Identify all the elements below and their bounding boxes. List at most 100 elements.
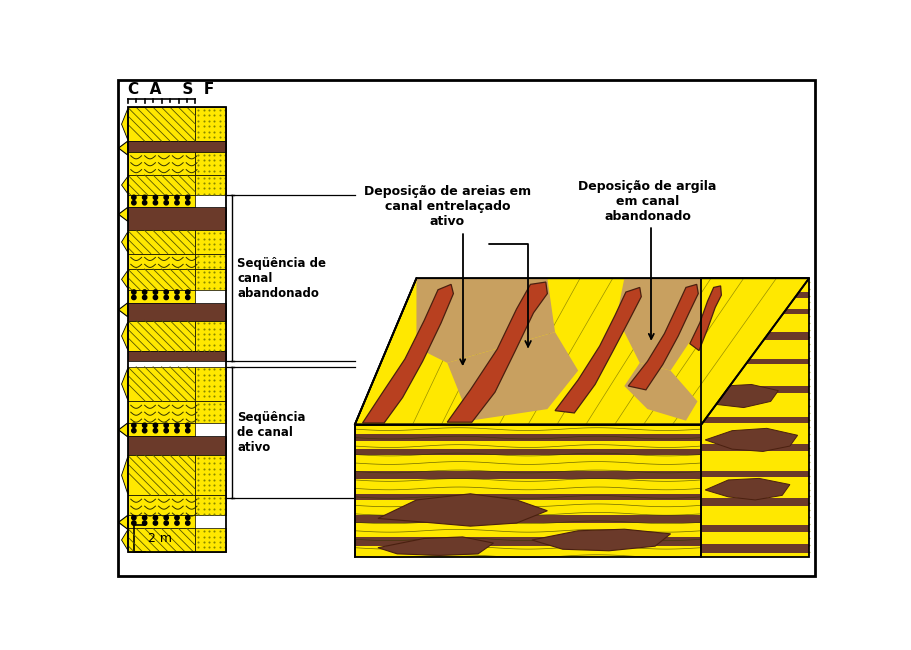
Polygon shape [121, 232, 128, 252]
Bar [128, 290, 196, 303]
Bar [128, 320, 196, 352]
Circle shape [175, 423, 179, 428]
Polygon shape [121, 457, 128, 494]
Circle shape [164, 423, 169, 428]
Bar [128, 495, 196, 515]
Bar [196, 495, 226, 515]
Bar [355, 471, 701, 479]
Bar [196, 269, 226, 290]
Circle shape [164, 195, 169, 200]
Bar [128, 423, 196, 436]
Circle shape [142, 428, 147, 433]
Text: Seqüência de
canal
abandonado: Seqüência de canal abandonado [237, 257, 326, 300]
Polygon shape [121, 109, 128, 140]
Polygon shape [624, 363, 698, 421]
Bar [701, 278, 809, 557]
Bar [196, 455, 226, 495]
Circle shape [186, 515, 189, 520]
Bar [701, 278, 809, 557]
Text: Deposição de argila
em canal
abandonado: Deposição de argila em canal abandonado [578, 180, 717, 339]
Circle shape [186, 290, 189, 294]
Text: 2 m: 2 m [148, 532, 171, 545]
Polygon shape [118, 141, 128, 155]
Bar [128, 352, 226, 361]
Circle shape [164, 295, 169, 300]
Bar [128, 528, 196, 552]
Bar [701, 471, 809, 477]
Circle shape [142, 521, 147, 525]
Bar [355, 434, 701, 441]
Bar [196, 254, 226, 269]
Bar [355, 424, 701, 557]
Bar [128, 254, 196, 269]
Circle shape [186, 295, 189, 300]
Circle shape [142, 515, 147, 520]
Bar [701, 544, 809, 553]
Circle shape [186, 201, 189, 205]
Bar [128, 436, 226, 455]
Circle shape [153, 201, 158, 205]
Polygon shape [355, 278, 809, 424]
Bar [701, 292, 809, 298]
Circle shape [175, 290, 179, 294]
Bar [355, 537, 701, 546]
Polygon shape [118, 303, 128, 317]
Polygon shape [705, 384, 778, 408]
Circle shape [153, 515, 158, 520]
Text: C  A    S  F: C A S F [128, 82, 214, 97]
Polygon shape [705, 478, 790, 500]
Circle shape [132, 428, 136, 433]
Circle shape [132, 515, 136, 520]
Polygon shape [447, 332, 578, 421]
Polygon shape [532, 529, 670, 551]
Polygon shape [378, 537, 494, 555]
Bar [128, 195, 196, 207]
Polygon shape [118, 515, 128, 529]
Circle shape [164, 290, 169, 294]
Polygon shape [121, 322, 128, 350]
Polygon shape [363, 284, 454, 423]
Circle shape [132, 201, 136, 205]
Polygon shape [121, 270, 128, 288]
Circle shape [164, 201, 169, 205]
Bar [355, 449, 701, 454]
Bar [128, 402, 196, 423]
Bar [355, 424, 701, 557]
Text: Deposição de areias em
canal entrelaçado
ativo: Deposição de areias em canal entrelaçado… [363, 185, 531, 364]
Bar [128, 269, 196, 290]
Circle shape [142, 295, 147, 300]
Polygon shape [447, 282, 548, 422]
Circle shape [164, 428, 169, 433]
Circle shape [164, 521, 169, 525]
Bar [128, 303, 226, 320]
Bar [196, 231, 226, 254]
Circle shape [142, 201, 147, 205]
Circle shape [186, 521, 189, 525]
Circle shape [175, 515, 179, 520]
Circle shape [153, 290, 158, 294]
Bar [128, 107, 226, 552]
Bar [196, 528, 226, 552]
Circle shape [175, 521, 179, 525]
Polygon shape [705, 428, 798, 452]
Circle shape [153, 423, 158, 428]
Polygon shape [416, 278, 555, 363]
Bar [128, 367, 196, 402]
Bar [128, 141, 226, 152]
Bar [196, 320, 226, 352]
Circle shape [142, 290, 147, 294]
Circle shape [186, 428, 189, 433]
Polygon shape [690, 286, 722, 350]
Bar [701, 417, 809, 423]
Bar [196, 152, 226, 175]
Bar [128, 207, 226, 231]
Bar [128, 231, 196, 254]
Bar [128, 175, 196, 195]
Polygon shape [121, 530, 128, 550]
Circle shape [175, 201, 179, 205]
Polygon shape [555, 287, 641, 413]
Bar [701, 332, 809, 340]
Bar [196, 175, 226, 195]
Text: Seqüência
de canal
ativo: Seqüência de canal ativo [237, 411, 305, 454]
Bar [701, 525, 809, 532]
